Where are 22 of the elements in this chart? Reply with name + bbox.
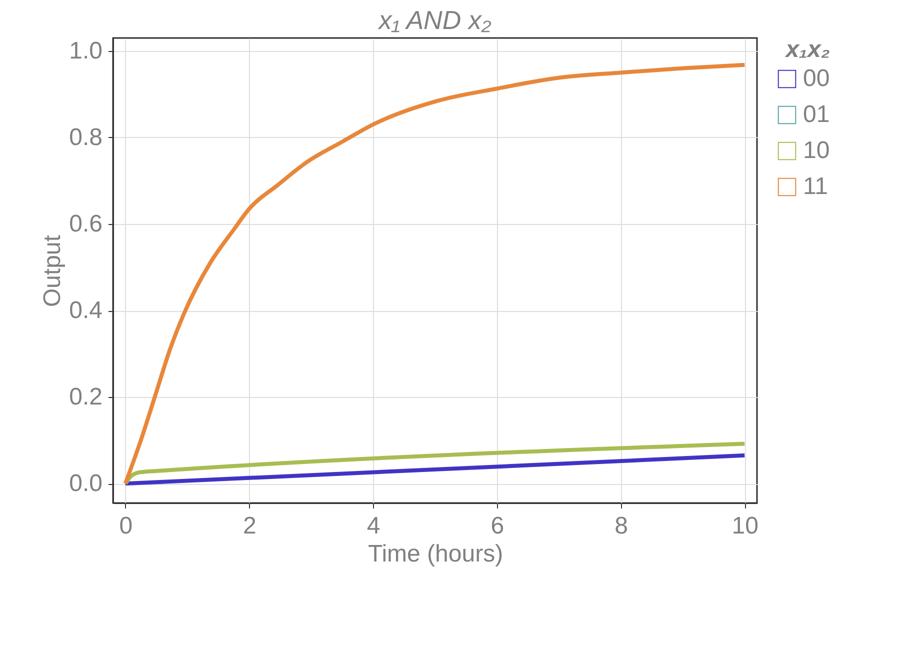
legend-label: 00 bbox=[803, 65, 830, 92]
x-tick-label: 2 bbox=[243, 512, 256, 540]
legend-title: x₁x₂ bbox=[784, 36, 830, 63]
y-tick-label: 1.0 bbox=[69, 37, 102, 64]
chart-title: x₁ AND x₂ bbox=[376, 5, 492, 35]
legend-label: 11 bbox=[803, 173, 828, 200]
legend-label: 10 bbox=[803, 137, 830, 164]
x-tick-label: 0 bbox=[119, 512, 133, 540]
y-tick-label: 0.0 bbox=[69, 470, 102, 498]
line-series bbox=[123, 442, 747, 486]
y-tick-label: 0.2 bbox=[69, 384, 102, 411]
x-tick-label: 6 bbox=[490, 512, 504, 540]
x-tick-label: 4 bbox=[366, 512, 380, 540]
x-tick-label: 8 bbox=[614, 512, 628, 540]
line-series bbox=[123, 62, 747, 486]
y-tick-label: 0.6 bbox=[69, 210, 102, 238]
y-tick-label: 0.4 bbox=[69, 297, 102, 324]
y-axis-title: Output bbox=[39, 234, 66, 308]
y-tick-label: 0.8 bbox=[69, 124, 102, 151]
x-axis-title: Time (hours) bbox=[368, 540, 504, 568]
x-tick-label: 10 bbox=[732, 512, 758, 540]
legend-label: 01 bbox=[803, 101, 830, 128]
